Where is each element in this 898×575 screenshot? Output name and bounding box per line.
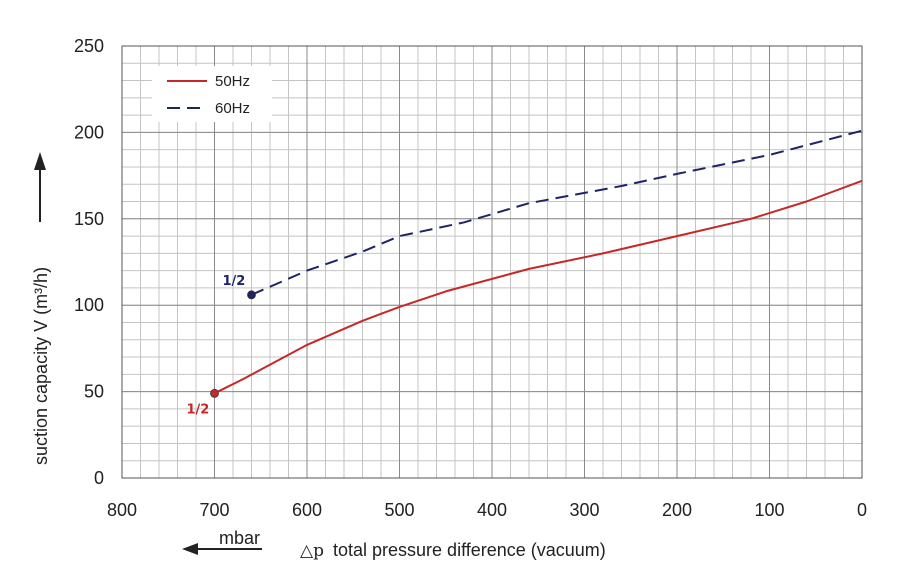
y-tick-label: 0 <box>94 468 104 488</box>
x-tick-label: 400 <box>477 500 507 520</box>
series-line-50hz <box>214 179 863 395</box>
plot-border <box>121 45 863 479</box>
legend: 50Hz 60Hz <box>152 66 272 122</box>
x-tick-label: 300 <box>569 500 599 520</box>
x-axis-ticks: 800 700 600 500 400 300 200 100 0 <box>107 500 867 520</box>
y-axis-title: suction capacity V (m³/h) <box>31 152 51 465</box>
legend-label-60hz: 60Hz <box>215 100 250 117</box>
legend-label-50hz: 50Hz <box>215 73 250 90</box>
x-axis-symbol: △p <box>300 541 324 561</box>
x-tick-label: 100 <box>754 500 784 520</box>
series-endpoint-60hz <box>247 290 256 300</box>
x-tick-label: 700 <box>199 500 229 520</box>
y-tick-label: 200 <box>74 122 104 142</box>
x-tick-label: 600 <box>292 500 322 520</box>
series-endpoint-50hz <box>210 388 219 398</box>
series-endpoint-label-60hz: 1/2 <box>223 274 246 289</box>
y-axis-label: suction capacity V (m³/h) <box>31 267 51 465</box>
x-tick-label: 200 <box>662 500 692 520</box>
series-layer: 1/2 1/2 <box>187 129 863 417</box>
y-tick-label: 50 <box>84 382 104 402</box>
x-tick-label: 500 <box>384 500 414 520</box>
x-axis-arrow-head <box>182 543 198 555</box>
y-axis-arrow-head <box>34 152 46 170</box>
y-axis-ticks: 0 50 100 150 200 250 <box>74 36 104 488</box>
x-axis-unit: mbar <box>219 528 260 548</box>
y-tick-label: 100 <box>74 295 104 315</box>
x-tick-label: 800 <box>107 500 137 520</box>
y-tick-label: 150 <box>74 209 104 229</box>
y-tick-label: 250 <box>74 36 104 56</box>
x-tick-label: 0 <box>857 500 867 520</box>
legend-background <box>152 66 272 122</box>
x-axis-label: total pressure difference (vacuum) <box>333 540 606 560</box>
series-endpoint-label-50hz: 1/2 <box>187 402 210 417</box>
series-line-60hz <box>251 129 863 296</box>
x-axis-title: mbar △p total pressure difference (vacuu… <box>182 528 606 561</box>
